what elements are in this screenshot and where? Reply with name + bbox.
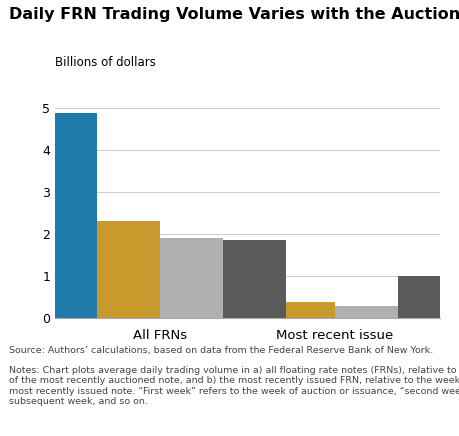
Bar: [160, 238, 223, 318]
Bar: [334, 306, 397, 318]
Bar: [271, 302, 334, 318]
Text: Daily FRN Trading Volume Varies with the Auction Cycle: Daily FRN Trading Volume Varies with the…: [9, 7, 459, 21]
Bar: [97, 221, 160, 318]
Bar: [223, 240, 285, 318]
Bar: [208, 248, 271, 318]
Text: Billions of dollars: Billions of dollars: [55, 56, 156, 69]
Bar: [34, 112, 97, 318]
Bar: [397, 276, 459, 318]
Text: Notes: Chart plots average daily trading volume in a) all floating rate notes (F: Notes: Chart plots average daily trading…: [9, 366, 459, 406]
Text: Source: Authors’ calculations, based on data from the Federal Reserve Bank of Ne: Source: Authors’ calculations, based on …: [9, 346, 432, 355]
